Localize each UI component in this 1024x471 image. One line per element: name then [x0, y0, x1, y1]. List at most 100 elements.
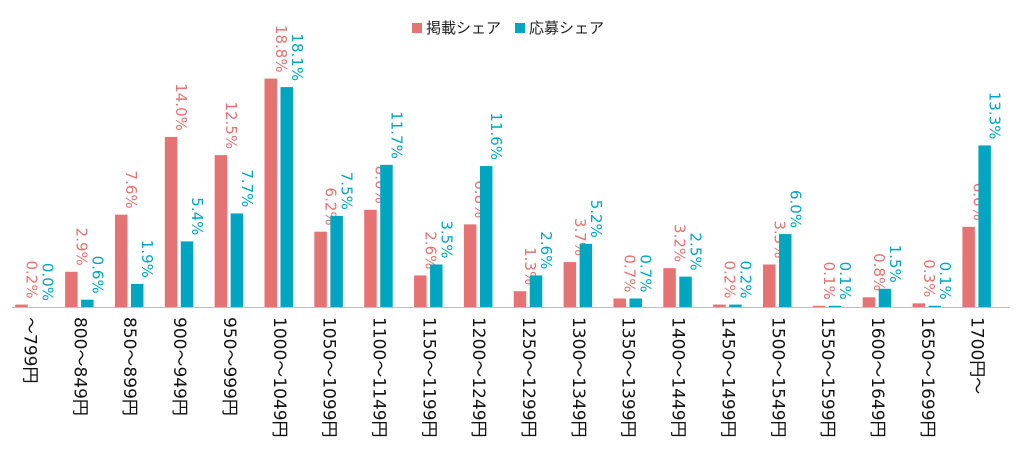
data-label-listing-share: 0.3%	[920, 259, 938, 297]
bar-listing-share	[15, 304, 28, 307]
bar-listing-share	[663, 268, 676, 307]
bar-application-share	[828, 305, 842, 307]
data-label-application-share: 0.6%	[88, 256, 106, 294]
bar-listing-share	[812, 305, 826, 307]
bar-application-share	[878, 288, 892, 307]
bar-listing-share	[912, 303, 926, 307]
chart-legend: 掲載シェア 応募シェア	[412, 17, 604, 38]
bar-listing-share	[613, 298, 626, 307]
data-label-application-share: 2.6%	[537, 231, 555, 269]
legend-swatch-listing-share	[412, 22, 422, 33]
data-label-application-share: 11.7%	[387, 111, 405, 159]
bar-listing-share	[962, 226, 975, 307]
data-label-listing-share: 12.5%	[222, 101, 240, 149]
data-label-application-share: 1.9%	[138, 240, 156, 278]
legend-label-listing-share: 掲載シェア	[426, 19, 502, 37]
data-label-listing-share: 0.1%	[820, 262, 838, 300]
bar-application-share	[380, 164, 393, 307]
x-tick-label: 900～949円	[169, 317, 189, 416]
x-tick-label: 800～849円	[69, 317, 89, 416]
bar-application-share	[679, 276, 692, 307]
data-label-listing-share: 2.6%	[421, 231, 439, 269]
bar-application-share	[280, 87, 293, 308]
data-label-application-share: 7.7%	[238, 169, 256, 207]
data-label-application-share: 3.5%	[437, 220, 455, 258]
x-tick-label: 1650～1699円	[917, 317, 937, 438]
data-label-listing-share: 18.8%	[272, 25, 290, 73]
bar-application-share	[928, 305, 942, 307]
data-label-application-share: 0.1%	[936, 262, 954, 300]
legend-swatch-application-share	[515, 22, 526, 33]
data-label-listing-share: 3.2%	[671, 224, 689, 262]
bar-application-share	[729, 304, 742, 307]
data-label-listing-share: 0.2%	[23, 260, 41, 298]
bar-application-share	[779, 234, 792, 307]
data-label-listing-share: 0.8%	[870, 253, 888, 291]
bar-application-share	[230, 213, 244, 307]
bar-listing-share	[364, 209, 377, 307]
data-label-listing-share: 0.2%	[720, 260, 738, 298]
x-tick-label: 950～999円	[219, 317, 239, 416]
bar-listing-share	[214, 155, 228, 307]
data-label-listing-share: 7.6%	[122, 171, 140, 209]
bar-listing-share	[563, 262, 577, 307]
x-tick-label: 1250～1299円	[518, 317, 538, 438]
data-label-application-share: 0.1%	[836, 262, 854, 300]
bar-listing-share	[314, 231, 327, 307]
bar-application-share	[180, 241, 194, 307]
bar-application-share	[330, 215, 343, 307]
bar-listing-share	[264, 78, 277, 307]
data-label-application-share: 5.4%	[188, 197, 206, 235]
bar-listing-share	[414, 275, 427, 307]
x-tick-label: 1350～1399円	[618, 317, 638, 438]
bar-application-share	[130, 283, 144, 307]
x-tick-label: ～799円	[20, 317, 40, 383]
bar-listing-share	[713, 304, 726, 307]
bar-listing-share	[463, 224, 477, 307]
bar-application-share	[629, 298, 642, 307]
bar-application-share	[81, 299, 94, 307]
x-tick-label: 1600～1649円	[867, 317, 887, 438]
bar-application-share	[479, 166, 493, 307]
data-label-application-share: 6.0%	[786, 190, 804, 228]
x-tick-label: 1000～1049円	[269, 317, 289, 438]
bar-listing-share	[763, 264, 776, 307]
x-tick-label: 1450～1499円	[717, 317, 737, 438]
data-label-listing-share: 14.0%	[172, 83, 190, 131]
x-tick-label: 1500～1549円	[767, 317, 787, 438]
bar-application-share	[430, 264, 443, 307]
x-tick-label: 1200～1249円	[468, 317, 488, 438]
data-label-application-share: 0.7%	[637, 254, 655, 292]
data-label-application-share: 18.1%	[288, 33, 306, 81]
data-label-application-share: 5.2%	[587, 200, 605, 238]
x-tick-label: 1150～1199円	[418, 317, 438, 438]
x-tick-label: 1050～1099円	[319, 317, 339, 438]
bar-application-share	[529, 275, 543, 307]
data-label-application-share: 7.5%	[338, 172, 356, 210]
data-label-application-share: 13.3%	[986, 92, 1004, 140]
bar-application-share	[579, 243, 593, 307]
data-label-listing-share: 0.7%	[621, 254, 639, 292]
x-tick-label: 1400～1449円	[668, 317, 688, 438]
data-label-application-share: 0.0%	[39, 263, 57, 301]
legend-item-listing-share: 掲載シェア	[412, 17, 501, 38]
data-label-application-share: 1.5%	[886, 245, 904, 283]
legend-label-application-share: 応募シェア	[529, 19, 605, 37]
bar-listing-share	[114, 214, 128, 307]
x-tick-label: 850～899円	[119, 317, 139, 416]
bar-listing-share	[65, 271, 78, 307]
bar-listing-share	[513, 291, 527, 307]
x-tick-label: 1700円～	[967, 317, 987, 394]
data-label-listing-share: 2.9%	[72, 228, 90, 266]
bar-listing-share	[862, 297, 876, 307]
x-tick-label: 1300～1349円	[568, 317, 588, 438]
bar-application-share	[978, 145, 991, 307]
x-tick-label: 1100～1149円	[368, 317, 388, 438]
data-label-application-share: 11.6%	[487, 112, 505, 160]
legend-item-application-share: 応募シェア	[515, 17, 604, 38]
data-label-application-share: 2.5%	[687, 233, 705, 271]
x-tick-label: 1550～1599円	[817, 317, 837, 438]
bar-listing-share	[164, 136, 178, 307]
data-label-application-share: 0.2%	[736, 260, 754, 298]
